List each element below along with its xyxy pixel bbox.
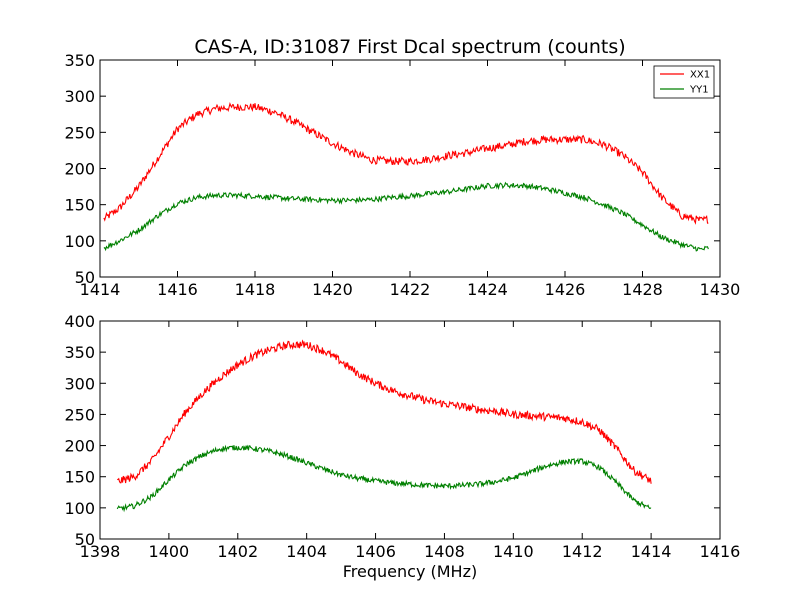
top-plot: 1414 1416 1418 1420 1422 1424 1426 1428 1430 50 10…	[64, 51, 740, 299]
bottom-x-tick-label: 1410	[493, 542, 534, 561]
bottom-x-tick-label: 1406	[355, 542, 396, 561]
top-x-tick-label: 1420	[312, 280, 353, 299]
bottom-plot-frame	[99, 320, 721, 540]
legend: XX1 YY1	[653, 65, 715, 99]
x-axis-label: Frequency (MHz)	[343, 562, 477, 581]
top-x-tick-label: 1416	[157, 280, 198, 299]
bottom-y-tick-label: 100	[64, 499, 95, 518]
top-y-tick-label: 300	[64, 87, 95, 106]
bottom-y-tick-label: 50	[75, 530, 95, 549]
bottom-y-tick-label: 150	[64, 468, 95, 487]
bottom-x-tick-label: 1400	[149, 542, 190, 561]
top-series-line-xx1	[103, 102, 709, 225]
top-y-tick-label: 350	[64, 51, 95, 70]
top-x-tick-label: 1426	[545, 280, 586, 299]
bottom-x-tick-label: 1414	[631, 542, 672, 561]
bottom-y-tick-label: 200	[64, 437, 95, 456]
bottom-y-tick-label: 400	[64, 312, 95, 331]
bottom-x-tick-label: 1416	[700, 542, 741, 561]
bottom-y-tick-label: 300	[64, 374, 95, 393]
top-y-tick-label: 200	[64, 160, 95, 179]
top-y-tick-label: 50	[75, 268, 95, 287]
top-x-tick-label: 1428	[622, 280, 663, 299]
top-y-tick-label: 100	[64, 232, 95, 251]
bottom-x-tick-label: 1398	[80, 542, 121, 561]
top-x-tick-label: 1418	[235, 280, 276, 299]
top-x-tick-label: 1424	[467, 280, 508, 299]
bottom-x-tick-label: 1404	[286, 542, 327, 561]
top-x-tick-label: 1422	[390, 280, 431, 299]
bottom-plot-series	[116, 339, 652, 513]
bottom-series-line-xx1	[117, 339, 652, 484]
legend-label-yy1: YY1	[689, 85, 709, 96]
bottom-plot: 1398 1400 1402 1404 1406 1408 1410 1412 1414 1416…	[64, 312, 740, 561]
top-y-tick-label: 250	[64, 123, 95, 142]
top-plot-series	[103, 102, 709, 252]
bottom-x-tick-label: 1402	[217, 542, 258, 561]
top-x-tick-label: 1414	[80, 280, 121, 299]
bottom-plot-ticks: 1398 1400 1402 1404 1406 1408 1410 1412 1414 1416…	[64, 312, 740, 561]
top-series-line-yy1	[103, 181, 709, 252]
top-plot-ticks: 1414 1416 1418 1420 1422 1424 1426 1428 1430 50 10…	[64, 51, 740, 299]
legend-label-xx1: XX1	[690, 70, 710, 81]
top-y-tick-label: 150	[64, 196, 95, 215]
bottom-x-tick-label: 1412	[562, 542, 603, 561]
chart-title: CAS-A, ID:31087 First Dcal spectrum (cou…	[194, 36, 625, 58]
bottom-x-tick-label: 1408	[424, 542, 465, 561]
legend-box	[653, 65, 715, 99]
bottom-series-line-yy1	[116, 444, 652, 513]
top-x-tick-label: 1430	[700, 280, 741, 299]
bottom-y-tick-label: 250	[64, 405, 95, 424]
bottom-y-tick-label: 350	[64, 343, 95, 362]
